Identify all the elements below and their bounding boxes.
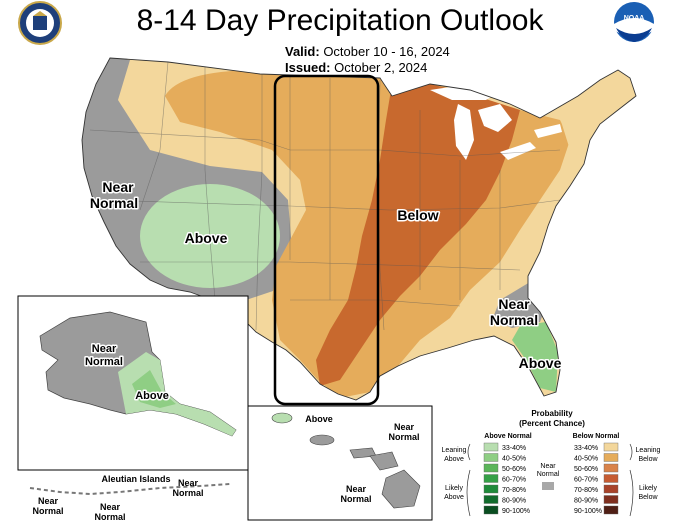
legend-below-range-2: 40-50% — [574, 456, 598, 463]
legend-above-swatch-1 — [483, 442, 499, 452]
legend-below-swatches: 33-40% 40-50% 50-60% 60-70% 70-80% 80-90% 90-1… — [574, 442, 619, 515]
hawaii-above-label: Above — [305, 414, 333, 424]
aleutian-nn-b-1: Near — [100, 502, 121, 512]
legend-below-range-6: 80-90% — [574, 498, 598, 505]
hawaii-nn-a-1: Near — [394, 422, 415, 432]
kauai-shape — [271, 412, 293, 424]
aleutian-nn-a-1: Near — [38, 496, 59, 506]
issued-value: October 2, 2024 — [334, 60, 428, 75]
aleutian-nn-b-2: Normal — [94, 512, 125, 522]
valid-label: Valid: — [285, 44, 320, 59]
legend-below-range-1: 33-40% — [574, 445, 598, 452]
great-lakes — [430, 84, 562, 160]
legend-leaning-below-1: Leaning — [636, 447, 661, 454]
aleutian-nn-c-1: Near — [178, 478, 199, 488]
northeast-leaning-below-region — [560, 80, 636, 160]
legend-leaning-below-2: Below — [638, 456, 658, 463]
maui-shape — [369, 451, 399, 471]
legend-above-swatch-2 — [483, 453, 499, 462]
alaska-near-normal-label-1: Near — [92, 343, 117, 355]
west-near-normal-label-2: Normal — [90, 195, 138, 211]
issued-line: Issued: October 2, 2024 — [285, 60, 427, 75]
state-borders — [89, 61, 561, 331]
aleutian-title: Aleutian Islands — [101, 474, 170, 484]
valid-line: Valid: October 10 - 16, 2024 — [285, 44, 450, 59]
legend-above-range-3: 50-60% — [502, 466, 526, 473]
hawaii-inset: Above Near Normal Near Normal — [247, 405, 433, 521]
noaa-logo-text: NOAA — [624, 15, 645, 22]
legend-below-range-7: 90-100% — [574, 508, 602, 515]
legend-above-range-7: 90-100% — [502, 508, 530, 515]
alaska-above-label: Above — [135, 390, 169, 402]
valid-value: October 10 - 16, 2024 — [323, 44, 450, 59]
legend-below-swatch-1 — [603, 442, 619, 452]
page-title: 8-14 Day Precipitation Outlook — [136, 4, 544, 37]
legend-below-brackets — [629, 443, 634, 517]
issued-label: Issued: — [285, 60, 331, 75]
legend-above-swatch-3 — [483, 463, 499, 473]
oahu-shape — [309, 434, 335, 446]
below-dark-region — [316, 84, 520, 386]
noaa-logo: NOAA — [614, 2, 654, 42]
alaska-inset: Near Normal Above Aleutian Islands Near … — [17, 295, 249, 522]
legend-title-2: (Percent Chance) — [519, 419, 585, 428]
legend-below-range-3: 50-60% — [574, 466, 598, 473]
alaska-above-mid-region — [132, 370, 176, 408]
legend-below-header: Below Normal — [573, 433, 620, 440]
legend-near-normal-2: Normal — [537, 471, 560, 478]
legend-likely-below-1: Likely — [639, 485, 657, 492]
conus-outline — [81, 57, 637, 401]
legend-below-swatch-2 — [603, 453, 619, 462]
legend-above-brackets — [466, 443, 471, 517]
legend-below-swatch-6 — [603, 495, 619, 504]
legend-above-range-1: 33-40% — [502, 445, 526, 452]
legend-leaning-above-2: Above — [444, 456, 464, 463]
legend-above-range-4: 60-70% — [502, 477, 526, 484]
alaska-near-normal-label-2: Normal — [85, 356, 123, 368]
hawaii-nn-a-2: Normal — [388, 432, 419, 442]
central-below-label: Below — [397, 207, 438, 223]
aleutian-islands-shape — [29, 483, 231, 496]
se-above-label: Above — [519, 355, 562, 371]
se-near-normal-label-2: Normal — [490, 312, 538, 328]
legend-likely-above-2: Above — [444, 494, 464, 501]
legend-above-swatches: 33-40% 40-50% 50-60% 60-70% 70-80% 80-90% 90-1… — [483, 442, 530, 515]
legend-below-range-5: 70-80% — [574, 487, 598, 494]
aleutian-nn-c-2: Normal — [172, 488, 203, 498]
legend-above-swatch-4 — [483, 474, 499, 483]
legend-above-range-5: 70-80% — [502, 487, 526, 494]
legend-likely-above-1: Likely — [445, 485, 463, 492]
legend-likely-below-2: Below — [638, 494, 658, 501]
legend-below-swatch-7 — [603, 505, 619, 515]
highlight-box — [273, 74, 380, 406]
legend-leaning-above-1: Leaning — [442, 447, 467, 454]
legend-near-normal-swatch — [542, 482, 554, 490]
legend-above-range-6: 80-90% — [502, 498, 526, 505]
legend-above-header: Above Normal — [484, 433, 532, 440]
legend-above-swatch-5 — [483, 484, 499, 494]
legend-below-swatch-5 — [603, 484, 619, 494]
seal-icon — [18, 1, 62, 45]
legend-below-swatch-4 — [603, 474, 619, 483]
legend-above-swatch-6 — [483, 495, 499, 504]
legend-title-1: Probability — [531, 409, 573, 418]
se-near-normal-label-1: Near — [498, 296, 530, 312]
legend: Probability (Percent Chance) Above Norma… — [442, 409, 661, 517]
legend-below-range-4: 60-70% — [574, 477, 598, 484]
hawaii-nn-b-2: Normal — [340, 494, 371, 504]
legend-near-normal-1: Near — [540, 463, 556, 470]
west-near-normal-label-1: Near — [102, 179, 134, 195]
aleutian-nn-a-2: Normal — [32, 506, 63, 516]
big-island-shape — [381, 469, 421, 509]
hawaii-nn-b-1: Near — [346, 484, 367, 494]
legend-below-swatch-3 — [603, 463, 619, 473]
legend-above-swatch-7 — [483, 505, 499, 515]
florida-above-region — [512, 322, 558, 392]
west-above-label: Above — [185, 230, 228, 246]
legend-above-range-2: 40-50% — [502, 456, 526, 463]
